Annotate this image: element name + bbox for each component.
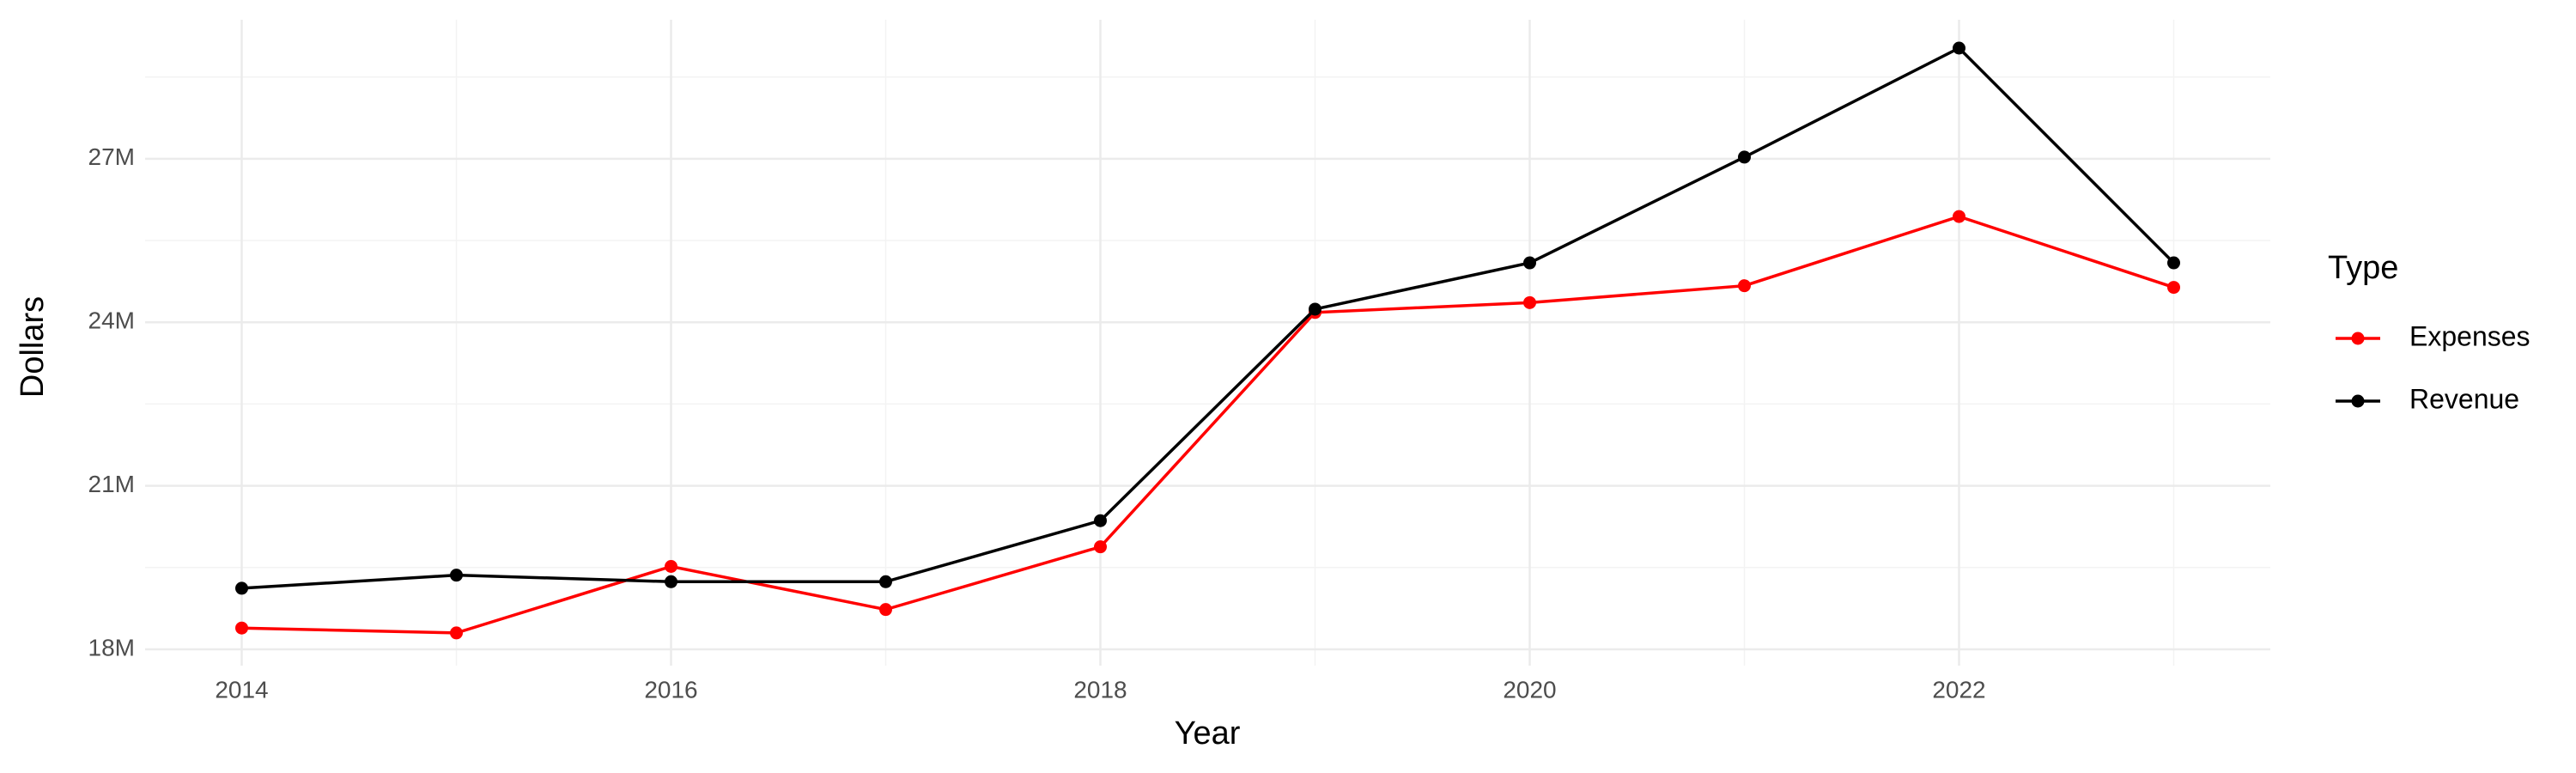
data-point [235, 581, 248, 595]
data-point [1953, 41, 1965, 55]
data-point [879, 575, 892, 588]
x-tick-label: 2018 [1073, 676, 1127, 703]
data-point [2167, 256, 2180, 270]
data-point [1523, 295, 1536, 309]
x-tick-label: 2014 [215, 676, 268, 703]
data-point [1094, 540, 1107, 554]
series-line [241, 215, 2175, 635]
data-point [1738, 279, 1751, 293]
data-point [235, 621, 248, 635]
data-point [665, 560, 677, 574]
data-point [1309, 302, 1321, 316]
legend-point [2351, 332, 2365, 345]
x-tick-label: 2016 [644, 676, 697, 703]
data-point [1738, 150, 1751, 164]
legend-point [2351, 394, 2365, 408]
data-point [1953, 210, 1965, 223]
series-line [241, 46, 2175, 590]
y-tick-label: 18M [88, 634, 135, 660]
data-point [665, 575, 677, 588]
data-point [450, 569, 463, 582]
y-tick-label: 21M [88, 471, 135, 497]
grid [145, 20, 2270, 666]
data-point [450, 626, 463, 640]
x-tick-label: 2022 [1932, 676, 1985, 703]
x-axis-title: Year [1175, 715, 1241, 752]
data-point [879, 603, 892, 617]
legend-label: Revenue [2409, 383, 2519, 414]
data-point [2167, 281, 2180, 295]
y-tick-label: 24M [88, 307, 135, 334]
y-tick-label: 27M [88, 143, 135, 170]
data-point [1094, 514, 1107, 527]
data-point [1523, 256, 1536, 270]
legend-title: Type [2328, 250, 2398, 286]
x-tick-label: 2020 [1503, 676, 1556, 703]
y-axis-title: Dollars [15, 296, 51, 398]
legend-label: Expenses [2409, 320, 2530, 351]
